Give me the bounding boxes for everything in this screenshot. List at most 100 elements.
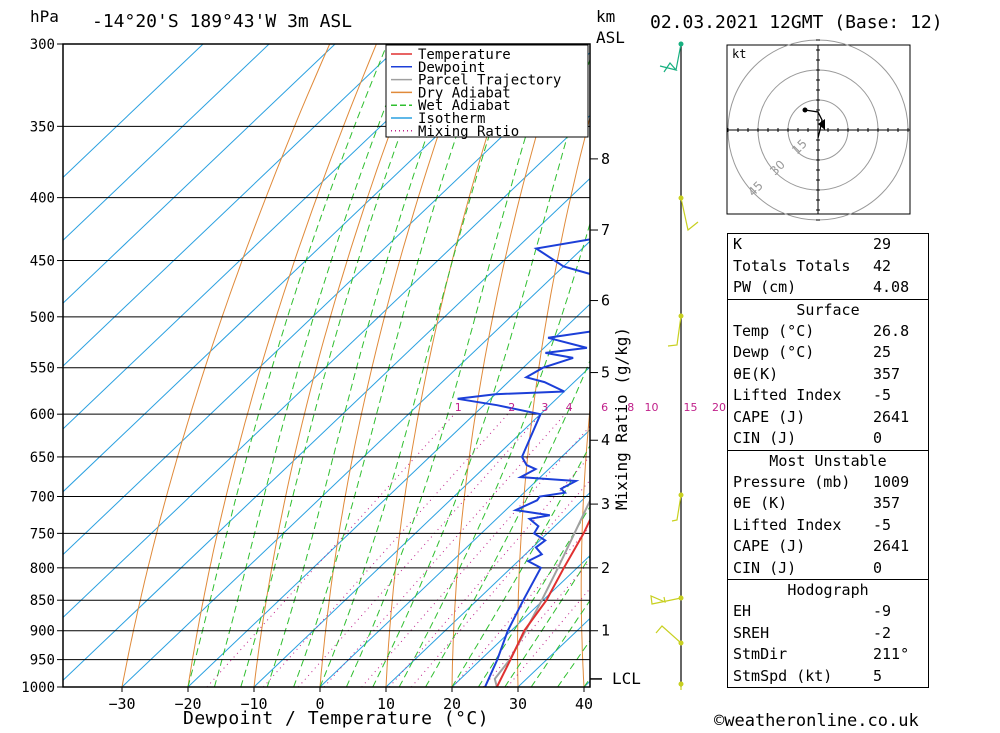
most-unstable-title: Most Unstable xyxy=(769,451,887,470)
isotherm-line xyxy=(63,44,270,241)
km-tick-label: 4 xyxy=(601,431,610,449)
x-tick-label: 40 xyxy=(575,695,593,713)
temperature-line xyxy=(496,517,590,687)
location-title: -14°20'S 189°43'W 3m ASL xyxy=(92,11,353,32)
most-unstable-section: Most Unstable Pressure (mb) 1009 θE (K) 35… xyxy=(728,449,928,580)
dry-adiabat-line xyxy=(253,44,424,687)
isotherm-line xyxy=(63,114,590,619)
isotherm-line xyxy=(385,492,590,687)
mixing-ratio-line xyxy=(452,525,590,687)
pressure-tick-labels: 300 350 400 450 500 550 600 650 700 750 800 850 900 9… xyxy=(21,37,63,696)
wind-barb xyxy=(671,494,682,522)
wind-profile xyxy=(650,41,699,690)
mixing-ratio-label: 6 xyxy=(601,401,608,414)
surface-row: Dewp (°C) 25 xyxy=(733,343,892,361)
lcl-label: LCL xyxy=(612,669,641,688)
pressure-unit: hPa xyxy=(30,7,59,26)
general-indices: K 29 Totals Totals 42 PW (cm) 4.08 xyxy=(728,234,928,299)
mixing-ratio-label: 20 xyxy=(712,401,726,414)
surface-section: Surface Temp (°C) 26.8 Dewp (°C) 25 θE(K) 3… xyxy=(728,298,928,450)
dry-adiabat-line xyxy=(977,44,1000,687)
dry-adiabat-line xyxy=(925,44,980,687)
y-tick-label: 800 xyxy=(30,561,55,577)
legend-label: Dewpoint xyxy=(418,60,485,76)
plot-frame xyxy=(62,43,591,688)
isotherm-line xyxy=(63,44,534,493)
indices-panel: K 29 Totals Totals 42 PW (cm) 4.08 Surface … xyxy=(727,233,929,688)
mixing-ratio-label: 3 xyxy=(541,401,548,414)
dry-adiabat-line xyxy=(643,44,704,687)
hodograph-unit: kt xyxy=(732,47,746,61)
wet-adiabat-line xyxy=(240,44,435,687)
x-tick-label: −20 xyxy=(174,695,201,713)
hodo-row: SREH -2 xyxy=(733,623,892,642)
surface-row: CAPE (J) 2641 xyxy=(733,407,910,426)
surface-title: Surface xyxy=(796,300,860,319)
wind-barb xyxy=(650,595,682,605)
wind-level-dot xyxy=(678,492,684,498)
y-tick-label: 300 xyxy=(30,37,55,53)
wet-adiabat-line xyxy=(425,359,590,687)
hodo-row: EH -9 xyxy=(733,602,892,620)
isotherm-line xyxy=(319,429,590,687)
index-row-totals: Totals Totals 42 xyxy=(733,256,892,275)
wet-adiabat-line xyxy=(530,599,590,687)
legend-label: Mixing Ratio xyxy=(418,124,519,140)
km-tick-labels: 8 7 6 5 4 3 2 1 xyxy=(590,150,610,680)
isotherm-line xyxy=(253,366,590,687)
dry-adiabat-line xyxy=(319,44,471,687)
legend-label: Wet Adiabat xyxy=(418,98,511,114)
legend-label: Dry Adiabat xyxy=(418,85,511,101)
hodograph-point xyxy=(802,107,808,113)
wet-adiabat-line xyxy=(213,44,411,687)
hodo-row: StmSpd (kt) 5 xyxy=(733,666,883,685)
km-tick-label: 7 xyxy=(601,221,610,239)
mixing-ratio-labels: 12346810152025 xyxy=(455,401,749,414)
isotherm-line xyxy=(63,44,468,430)
storm-motion-marker xyxy=(818,119,825,130)
legend-label: Parcel Trajectory xyxy=(418,73,561,89)
wind-level-dot xyxy=(678,313,684,319)
isotherm-line xyxy=(451,554,590,687)
mu-row: θE (K) 357 xyxy=(733,494,901,512)
dewpoint-line xyxy=(457,238,590,687)
mixing-ratio-label: 10 xyxy=(645,401,659,414)
copyright-link[interactable]: ©weatheronline.co.uk xyxy=(714,711,919,731)
isotherm-line xyxy=(63,177,590,682)
isotherm-line xyxy=(63,44,336,304)
km-tick-label: 1 xyxy=(601,622,610,640)
x-tick-label: 10 xyxy=(377,695,395,713)
mixing-ratio-line xyxy=(263,413,509,687)
y-tick-label: 900 xyxy=(30,624,55,640)
wet-adiabat-line xyxy=(504,555,590,687)
wind-level-dot xyxy=(678,41,684,47)
y-tick-label: 350 xyxy=(30,119,55,135)
y-tick-label: 500 xyxy=(30,310,55,326)
surface-row: CIN (J) 0 xyxy=(733,429,883,447)
wind-barb xyxy=(659,43,682,73)
mixing-ratio-label: 1 xyxy=(455,401,462,414)
mixing-ratio-label: 8 xyxy=(627,401,634,414)
km-tick-label: 8 xyxy=(601,150,610,168)
mixing-ratio-label: 4 xyxy=(566,401,573,414)
y-tick-label: 950 xyxy=(30,653,55,669)
hodograph-section: Hodograph EH -9 SREH -2 StmDir 211° StmSpd … xyxy=(728,579,928,687)
legend-label: Isotherm xyxy=(418,111,485,127)
y-tick-label: 400 xyxy=(30,191,55,207)
x-tick-label: −10 xyxy=(240,695,267,713)
km-tick-label: 6 xyxy=(601,292,610,310)
wind-barb xyxy=(667,315,682,347)
datetime-title: 02.03.2021 12GMT (Base: 12) xyxy=(650,12,943,33)
x-tick-label: 20 xyxy=(443,695,461,713)
surface-row: Temp (°C) 26.8 xyxy=(733,321,910,340)
wind-barb xyxy=(655,625,682,644)
mixing-ratio-line xyxy=(389,455,590,687)
y-tick-label: 600 xyxy=(30,407,55,423)
isotherm-line xyxy=(63,44,204,179)
hodograph-trace xyxy=(804,109,823,139)
y-tick-label: 750 xyxy=(30,526,55,542)
wet-adiabat-line xyxy=(266,44,461,687)
mu-row: CIN (J) 0 xyxy=(733,558,883,577)
